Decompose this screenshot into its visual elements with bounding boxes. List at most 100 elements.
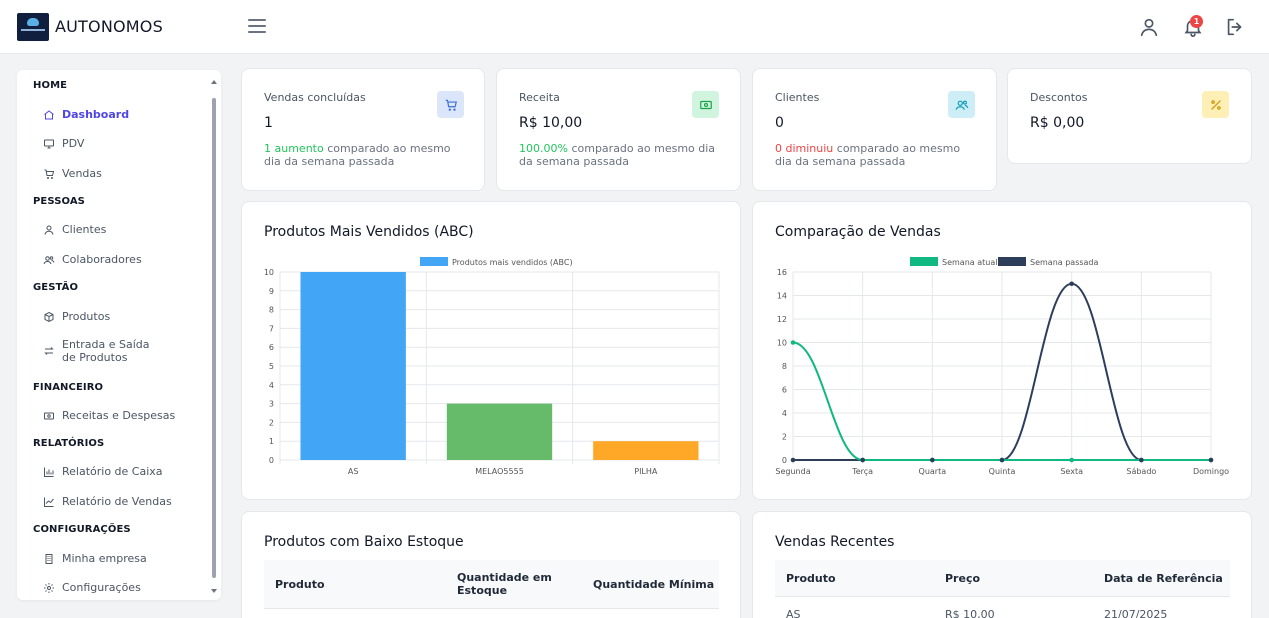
sidebar-section-gestao: GESTÃO — [33, 282, 79, 293]
x-tick-label: Sábado — [1126, 467, 1156, 476]
y-tick-label: 8 — [269, 306, 274, 315]
sidebar-item-configuracoes[interactable]: Configurações — [43, 581, 141, 594]
bar-chart: Produtos mais vendidos (ABC) 0 1 2 3 4 5 6 7 8 9 10… — [264, 257, 720, 476]
sidebar-scrollbar-thumb[interactable] — [212, 98, 216, 578]
panel-sales-comparison: Comparação de Vendas Semana atual Semana … — [752, 201, 1252, 500]
panel-title: Produtos Mais Vendidos (ABC) — [264, 224, 474, 240]
sidebar-item-relatorio-caixa[interactable]: Relatório de Caixa — [43, 465, 163, 478]
data-point — [1208, 457, 1214, 463]
line-chart: Semana atual Semana passada 0 2 4 6 8 10 12 14 16 S… — [775, 257, 1229, 476]
panel-title: Vendas Recentes — [775, 534, 895, 550]
sidebar-item-label: Colaboradores — [62, 253, 142, 266]
column-header-data-referencia[interactable]: Data de Referência — [1104, 572, 1223, 585]
sidebar-item-entrada-saida[interactable]: Entrada e Saída de Produtos — [43, 338, 163, 364]
x-tick-label: Segunda — [775, 467, 810, 476]
stat-note-text: comparado ao mesmo dia da semana passada — [264, 142, 451, 168]
x-tick-label: Sexta — [1060, 467, 1083, 476]
x-tick-label: AS — [348, 467, 359, 476]
legend-label: Produtos mais vendidos (ABC) — [452, 258, 573, 267]
y-tick-label: 5 — [269, 362, 274, 371]
bar — [593, 441, 699, 460]
stat-title: Descontos — [1030, 91, 1088, 104]
y-tick-label: 4 — [782, 409, 787, 418]
building-icon — [45, 553, 53, 564]
sidebar-item-vendas[interactable]: Vendas — [43, 167, 102, 180]
x-tick-label: Domingo — [1193, 467, 1229, 476]
money-icon — [692, 91, 719, 118]
sidebar-item-label: Minha empresa — [62, 552, 147, 565]
y-tick-label: 6 — [269, 343, 274, 352]
y-tick-label: 14 — [777, 292, 787, 301]
data-point — [860, 457, 865, 463]
top-bar: AUTONOMOS 1 — [0, 0, 1269, 54]
sidebar-item-label: Relatório de Caixa — [62, 465, 163, 478]
bar — [300, 272, 406, 460]
table-header: Produto Quantidade em Estoque Quantidade… — [264, 560, 719, 608]
data-point — [930, 457, 935, 463]
cart-icon — [44, 169, 55, 179]
stat-card-receita: Receita R$ 10,00 100.00% comparado ao me… — [496, 68, 741, 191]
column-header-preco[interactable]: Preço — [945, 572, 981, 585]
sidebar-item-label: Dashboard — [62, 108, 130, 121]
sidebar-item-clientes[interactable]: Clientes — [43, 223, 106, 236]
table-cell-produto: AS — [786, 608, 801, 618]
box-icon — [44, 311, 54, 322]
y-tick-label: 3 — [269, 400, 274, 409]
column-header-quantidade-estoque[interactable]: Quantidade em Estoque — [457, 571, 552, 597]
sidebar-item-pdv[interactable]: PDV — [43, 137, 84, 150]
sidebar-item-minha-empresa[interactable]: Minha empresa — [43, 552, 147, 565]
logout-icon[interactable] — [1224, 16, 1246, 38]
x-tick-label: Terça — [851, 467, 873, 476]
column-header-produto[interactable]: Produto — [275, 578, 325, 591]
table-cell-data: 21/07/2025 — [1104, 608, 1168, 618]
menu-toggle-button[interactable] — [248, 19, 266, 33]
sidebar-item-dashboard[interactable]: Dashboard — [43, 108, 129, 121]
sidebar-item-label: Receitas e Despesas — [62, 409, 176, 422]
y-tick-label: 12 — [777, 315, 787, 324]
stat-value: R$ 10,00 — [519, 115, 583, 131]
y-tick-label: 2 — [269, 418, 274, 427]
table-divider — [775, 596, 1230, 597]
stat-title: Vendas concluídas — [264, 91, 366, 104]
sidebar-item-produtos[interactable]: Produtos — [43, 310, 110, 323]
data-point — [790, 340, 796, 345]
stat-card-vendas: Vendas concluídas 1 1 aumento comparado … — [241, 68, 485, 191]
logo[interactable] — [17, 13, 49, 41]
sidebar-section-configuracoes: CONFIGURAÇÕES — [33, 524, 131, 535]
column-header-quantidade-minima[interactable]: Quantidade Mínima — [593, 578, 715, 591]
y-tick-label: 6 — [782, 386, 787, 395]
y-tick-label: 10 — [264, 268, 274, 277]
x-tick-label: MELAO5555 — [475, 467, 524, 476]
y-tick-label: 4 — [269, 381, 274, 390]
y-tick-label: 0 — [269, 456, 274, 465]
sidebar-item-label: PDV — [62, 137, 85, 150]
panel-title: Produtos com Baixo Estoque — [264, 534, 464, 550]
stat-highlight: 0 diminuiu — [775, 142, 834, 155]
sidebar-item-relatorio-vendas[interactable]: Relatório de Vendas — [43, 495, 172, 508]
sidebar: HOME Dashboard PDV Vendas PESSOAS Client… — [17, 70, 221, 600]
y-tick-label: 10 — [777, 339, 787, 348]
stat-note-text: comparado ao mesmo dia da semana passada — [775, 142, 961, 168]
column-header-produto[interactable]: Produto — [786, 572, 836, 585]
user-profile-icon[interactable] — [1138, 16, 1160, 38]
brand-name: AUTONOMOS — [55, 17, 163, 36]
scroll-down-arrow[interactable] — [211, 589, 217, 593]
y-tick-label: 8 — [782, 362, 787, 371]
panel-title: Comparação de Vendas — [775, 224, 941, 240]
stat-value: R$ 0,00 — [1030, 115, 1085, 131]
sidebar-section-home: HOME — [33, 80, 68, 91]
bar-chart-icon — [44, 467, 54, 477]
stat-comparison: 100.00% comparado ao mesmo dia da semana… — [519, 142, 724, 168]
stat-highlight: 100.00% — [519, 142, 568, 155]
y-tick-label: 1 — [269, 437, 274, 446]
stat-value: 0 — [775, 115, 784, 131]
legend-swatch — [910, 257, 938, 266]
stat-note-text: comparado ao mesmo dia da semana passada — [519, 142, 716, 168]
sidebar-item-colaboradores[interactable]: Colaboradores — [43, 253, 142, 266]
legend-label: Semana atual — [942, 258, 997, 267]
scroll-up-arrow[interactable] — [211, 80, 217, 84]
sidebar-item-label: Entrada e Saída de Produtos — [62, 338, 150, 364]
sidebar-item-receitas-despesas[interactable]: Receitas e Despesas — [43, 409, 175, 422]
sidebar-section-relatorios: RELATÓRIOS — [33, 438, 105, 449]
stat-card-descontos: Descontos R$ 0,00 — [1007, 68, 1252, 164]
